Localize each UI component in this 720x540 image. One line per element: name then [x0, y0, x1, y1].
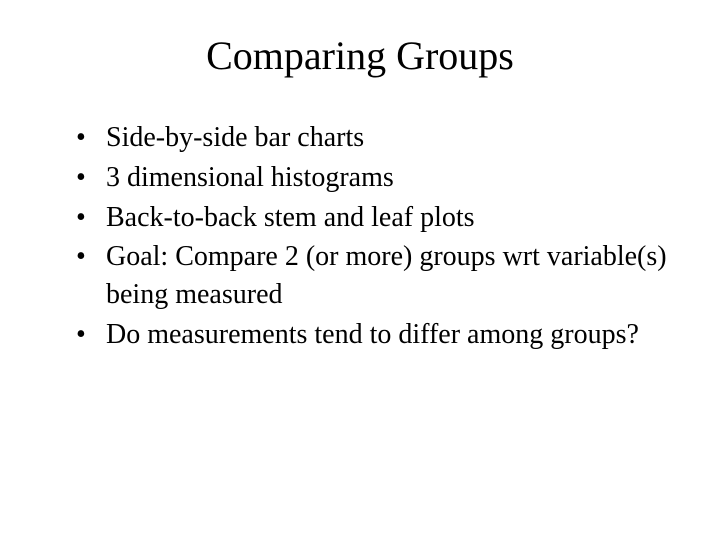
bullet-list: Side-by-side bar charts 3 dimensional hi… — [48, 119, 672, 354]
slide-title: Comparing Groups — [48, 32, 672, 79]
bullet-item: Goal: Compare 2 (or more) groups wrt var… — [76, 238, 672, 314]
slide-container: Comparing Groups Side-by-side bar charts… — [0, 0, 720, 540]
bullet-item: Back-to-back stem and leaf plots — [76, 199, 672, 237]
bullet-item: 3 dimensional histograms — [76, 159, 672, 197]
bullet-item: Do measurements tend to differ among gro… — [76, 316, 672, 354]
bullet-item: Side-by-side bar charts — [76, 119, 672, 157]
